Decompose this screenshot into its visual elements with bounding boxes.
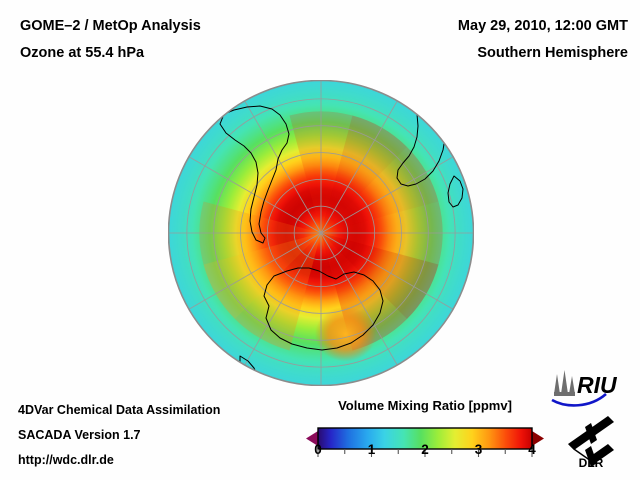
graticule-parallel <box>213 125 429 341</box>
logos-svg: RIU DLR <box>551 370 618 470</box>
colorbar-tick-label: 1 <box>367 442 376 457</box>
riu-tower-icon <box>554 370 575 396</box>
riu-wordmark: RIU <box>577 372 618 398</box>
colorbar-tick-label: 2 <box>421 442 429 457</box>
page-subtitle: Ozone at 55.4 hPa <box>20 45 145 61</box>
coastline-antarctica <box>263 267 384 351</box>
colorbar-tick-label: 3 <box>474 442 483 457</box>
riu-logo: RIU <box>551 370 618 407</box>
colorbar-scale <box>306 427 544 457</box>
footer-line-method: 4DVar Chemical Data Assimilation <box>18 403 221 417</box>
graticule-meridian <box>244 101 322 234</box>
dlr-wordmark: DLR <box>579 456 604 468</box>
coastline-south-america <box>219 105 290 244</box>
riu-swoosh <box>551 392 607 407</box>
graticule <box>169 81 473 385</box>
colorbar-over-arrow <box>532 431 544 446</box>
colorbar-ticks <box>317 449 533 457</box>
dlr-logo: DLR <box>568 416 614 470</box>
globe-limb <box>168 80 474 386</box>
graticule-parallel <box>240 152 402 314</box>
colorbar-tick-label: 0 <box>314 442 322 457</box>
graticule-meridian <box>320 232 453 310</box>
colorbar-tick-label: 4 <box>528 442 536 457</box>
coastline-madagascar <box>447 175 464 208</box>
colorbar: Volume Mixing Ratio [ppmv] 0 1 2 3 4 <box>300 398 550 476</box>
graticule-meridian <box>320 232 398 365</box>
graticule-meridian <box>244 232 322 365</box>
ozone-globe-map <box>168 80 474 386</box>
footer-line-version: SACADA Version 1.7 <box>18 428 141 442</box>
logo-group: RIU DLR <box>548 368 634 470</box>
graticule-parallel <box>186 98 456 368</box>
colorbar-title: Volume Mixing Ratio [ppmv] <box>338 398 512 413</box>
footer-line-url[interactable]: http://wdc.dlr.de <box>18 453 114 467</box>
graticule-meridian <box>189 232 322 310</box>
page-title: GOME–2 / MetOp Analysis <box>20 18 201 34</box>
orthographic-projection-svg <box>168 80 474 386</box>
graticule-parallel <box>293 205 349 261</box>
graticule-meridian <box>320 156 453 234</box>
graticule-meridian <box>320 101 398 234</box>
hemisphere-label: Southern Hemisphere <box>477 45 628 61</box>
ozone-azimuthal-anomaly <box>321 115 407 233</box>
ozone-azimuthal-anomaly <box>321 147 439 233</box>
graticule-parallel <box>266 178 376 288</box>
graticule-meridian <box>189 156 322 234</box>
observation-date: May 29, 2010, 12:00 GMT <box>457 18 628 34</box>
colorbar-under-arrow <box>306 431 318 446</box>
dlr-pinwheel-icon <box>568 416 614 467</box>
